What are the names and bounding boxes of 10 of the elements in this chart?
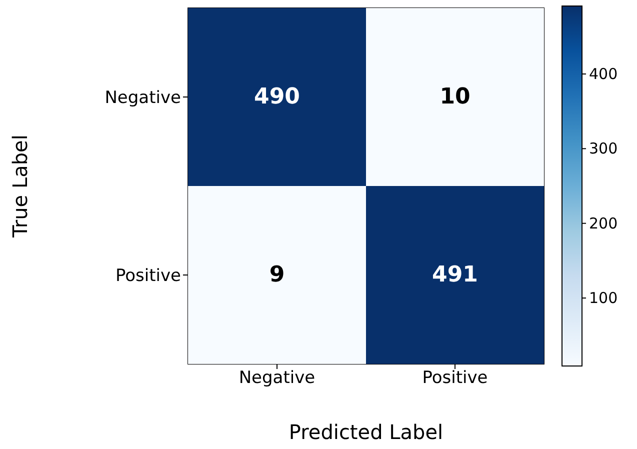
data-label: 491	[432, 262, 478, 288]
data-label: 10	[440, 84, 470, 110]
color-bar-label: 400	[589, 64, 618, 83]
data-label: 490	[254, 84, 300, 110]
data-label: 9	[269, 262, 285, 288]
color-bar-label: 100	[589, 289, 618, 308]
color-bar-label: 200	[589, 214, 618, 232]
x-axis-title: Predicted Label	[288, 420, 444, 444]
color-bar-label: 300	[589, 140, 618, 158]
y-axis-title: True Label	[8, 134, 32, 238]
